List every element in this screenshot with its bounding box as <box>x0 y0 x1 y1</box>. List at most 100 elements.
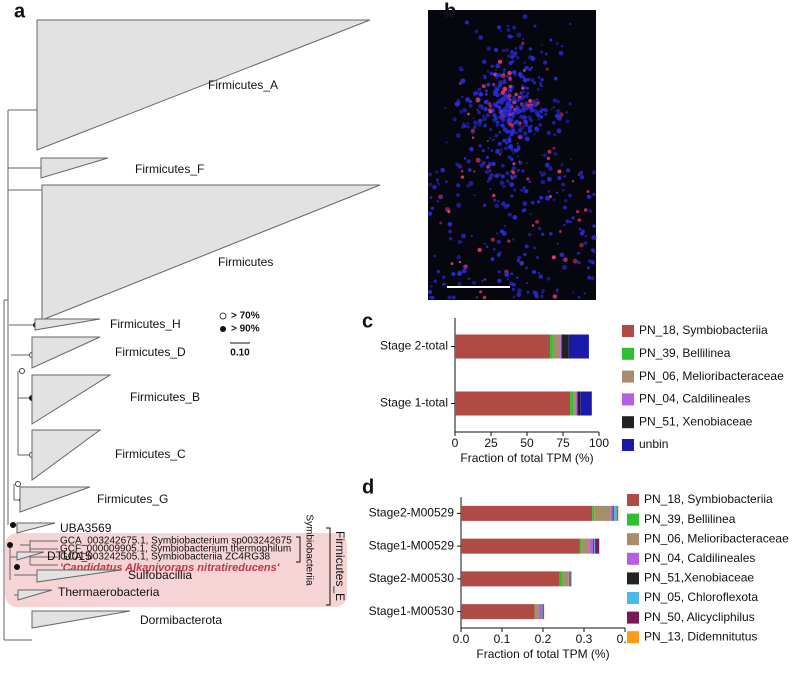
dot <box>463 108 467 112</box>
dot <box>510 194 513 197</box>
dot <box>521 127 524 130</box>
legend-swatch <box>622 439 634 451</box>
dot <box>576 210 579 213</box>
dot <box>509 183 511 185</box>
clade <box>41 158 108 178</box>
dot <box>509 282 513 286</box>
dot <box>493 198 496 201</box>
dot <box>522 125 524 127</box>
dot <box>509 130 512 133</box>
dot <box>521 169 524 172</box>
dot <box>560 253 564 257</box>
dot <box>533 247 536 250</box>
dot <box>437 200 439 202</box>
dot <box>523 253 526 256</box>
dot <box>502 185 506 189</box>
dot <box>538 274 543 279</box>
x-axis-label: Fraction of total TPM (%) <box>476 647 609 661</box>
dot <box>515 47 517 49</box>
legend-swatch <box>622 393 634 405</box>
dot <box>516 276 519 279</box>
dot <box>531 99 536 104</box>
dot <box>533 81 536 84</box>
dot <box>569 102 572 105</box>
dot <box>486 114 490 118</box>
dot <box>459 261 461 263</box>
dot <box>476 109 478 111</box>
dot <box>571 216 575 220</box>
dot <box>540 51 543 54</box>
clade-label: Dormibacterota <box>140 613 222 627</box>
dot <box>430 285 433 288</box>
dot <box>528 233 532 237</box>
dot <box>472 117 474 119</box>
bar-segment <box>569 335 589 359</box>
dot <box>537 88 540 91</box>
x-tick-label: 25 <box>484 436 498 450</box>
dot <box>507 240 510 243</box>
dot <box>535 127 540 132</box>
dot <box>503 71 506 74</box>
dot <box>592 170 596 174</box>
dot <box>507 71 511 75</box>
dot <box>572 291 574 293</box>
dot <box>565 111 568 114</box>
dot <box>478 104 483 109</box>
dot <box>572 180 574 182</box>
dot <box>553 199 556 202</box>
dot <box>587 266 590 269</box>
bar-segment <box>461 604 535 619</box>
dot <box>526 177 529 180</box>
dot <box>475 30 479 34</box>
dot <box>564 175 566 177</box>
dot <box>507 278 509 280</box>
dot <box>535 112 539 116</box>
dot <box>472 136 475 139</box>
dot <box>477 111 481 115</box>
dot <box>485 89 488 92</box>
dot <box>467 113 470 116</box>
dot <box>458 164 462 168</box>
dot <box>580 175 584 179</box>
dot <box>440 168 445 173</box>
bar-segment <box>618 506 619 521</box>
dot <box>473 120 478 125</box>
dot <box>509 53 511 55</box>
dot <box>467 277 470 280</box>
dot <box>538 272 540 274</box>
dot <box>485 170 489 174</box>
bar-segment <box>595 539 599 554</box>
dot <box>583 292 585 294</box>
bar-segment <box>580 539 581 554</box>
dot <box>529 213 532 216</box>
dot <box>515 120 519 124</box>
dot <box>540 78 543 81</box>
clade <box>20 487 90 512</box>
dot <box>552 98 557 103</box>
dot <box>444 107 446 109</box>
bar-segment <box>592 506 594 521</box>
dot <box>511 115 513 117</box>
dot <box>523 90 525 92</box>
dot <box>517 292 522 297</box>
dot <box>578 296 581 299</box>
dot <box>516 33 521 38</box>
dot <box>511 176 514 179</box>
x-tick-label: 75 <box>556 436 570 450</box>
dot <box>561 45 563 47</box>
legend-swatch <box>627 572 639 584</box>
dot <box>506 49 509 52</box>
dot <box>533 290 535 292</box>
dot <box>482 149 485 152</box>
dot <box>541 44 543 46</box>
dot <box>553 133 556 136</box>
dot <box>461 170 464 173</box>
x-tick-label: 0.1 <box>494 632 511 646</box>
dot <box>553 106 555 108</box>
dot <box>491 237 495 241</box>
legend-label: PN_05, Chloroflexota <box>644 590 758 604</box>
dot <box>439 196 442 199</box>
legend-label: PN_13, Didemnitutus <box>644 629 757 643</box>
legend-label: PN_50, Alicycliphilus <box>644 610 755 624</box>
dot <box>501 151 503 153</box>
